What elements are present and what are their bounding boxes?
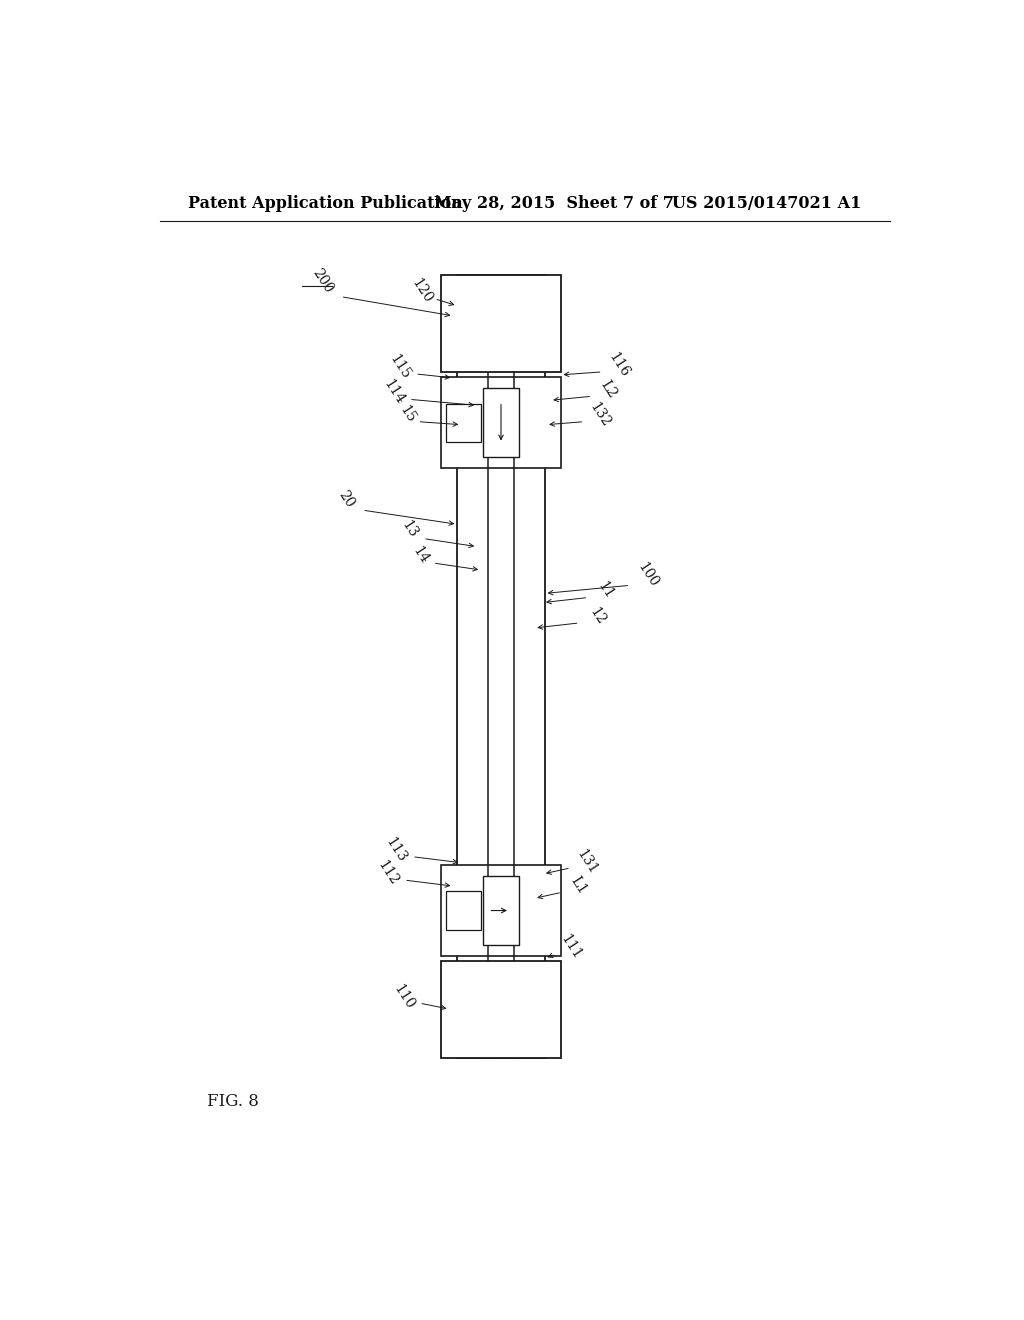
Bar xyxy=(483,875,519,945)
Text: 12: 12 xyxy=(587,605,607,627)
Bar xyxy=(441,961,560,1057)
Text: 131: 131 xyxy=(573,847,600,876)
Text: 113: 113 xyxy=(383,834,410,865)
Bar xyxy=(441,378,560,469)
Text: 120: 120 xyxy=(409,276,434,305)
Text: L2: L2 xyxy=(598,378,620,400)
Text: 200: 200 xyxy=(309,265,336,296)
Text: 13: 13 xyxy=(399,519,421,541)
Text: 116: 116 xyxy=(605,350,632,380)
Bar xyxy=(446,891,480,929)
Bar xyxy=(441,865,560,956)
Text: US 2015/0147021 A1: US 2015/0147021 A1 xyxy=(672,195,861,213)
Text: 110: 110 xyxy=(391,982,417,1012)
Bar xyxy=(483,388,519,458)
Text: 20: 20 xyxy=(336,488,357,510)
Text: 111: 111 xyxy=(558,932,584,962)
Bar xyxy=(446,404,480,442)
Text: 100: 100 xyxy=(635,560,660,590)
Text: FIG. 8: FIG. 8 xyxy=(207,1093,259,1110)
Text: 112: 112 xyxy=(375,858,401,888)
Bar xyxy=(441,276,560,372)
Text: 115: 115 xyxy=(387,352,414,381)
Text: May 28, 2015  Sheet 7 of 7: May 28, 2015 Sheet 7 of 7 xyxy=(433,195,674,213)
Text: 114: 114 xyxy=(381,378,407,407)
Text: 132: 132 xyxy=(587,400,613,429)
Text: L1: L1 xyxy=(568,874,590,896)
Text: 15: 15 xyxy=(396,404,418,426)
Text: 11: 11 xyxy=(595,579,616,602)
Text: 14: 14 xyxy=(410,544,431,566)
Text: Patent Application Publication: Patent Application Publication xyxy=(187,195,462,213)
Bar xyxy=(458,276,545,1057)
